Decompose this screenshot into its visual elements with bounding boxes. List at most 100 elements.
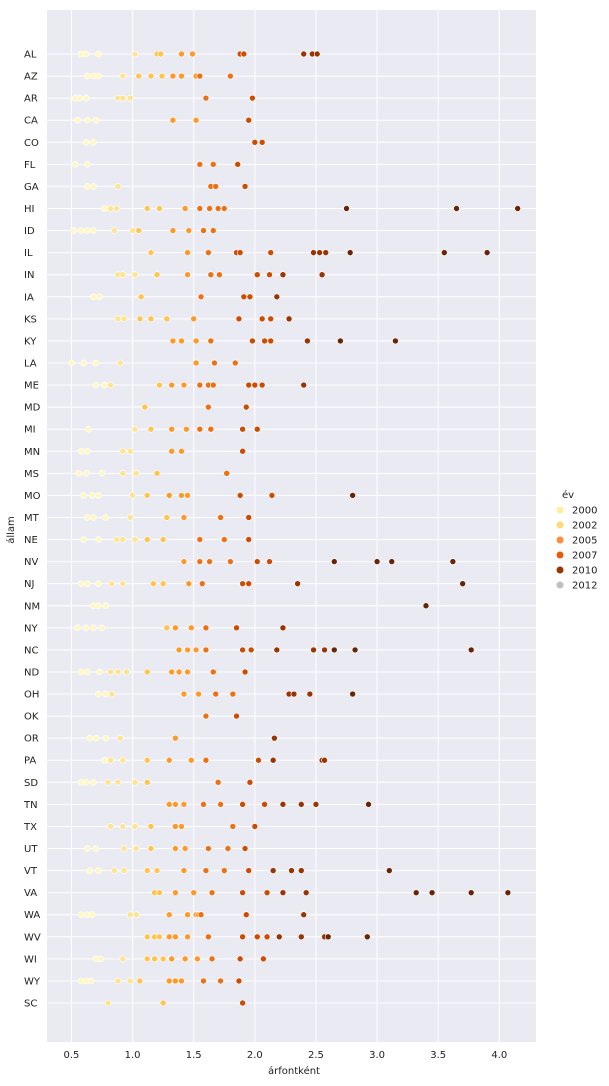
data-point — [143, 867, 151, 874]
data-point — [90, 293, 97, 301]
data-point — [263, 933, 271, 941]
data-point — [206, 558, 213, 565]
data-point — [178, 337, 185, 345]
data-point — [184, 271, 191, 279]
data-point — [467, 646, 475, 654]
legend-marker — [556, 536, 564, 544]
data-point — [304, 337, 311, 345]
data-point — [150, 580, 157, 587]
data-point — [187, 624, 195, 632]
data-point — [82, 779, 90, 786]
data-point — [249, 337, 256, 345]
y-tick-label: NV — [24, 557, 38, 568]
data-point — [196, 205, 204, 212]
data-point — [156, 933, 163, 941]
data-point — [227, 558, 234, 565]
data-point — [156, 205, 163, 212]
data-point — [297, 933, 305, 941]
data-point — [95, 867, 102, 874]
data-point — [258, 315, 266, 323]
data-point — [165, 756, 173, 764]
data-point — [90, 227, 97, 234]
data-point — [143, 955, 151, 963]
y-tick-label: MD — [24, 403, 41, 414]
data-point — [82, 94, 90, 102]
data-point — [290, 690, 298, 698]
data-point — [242, 911, 250, 919]
data-point — [449, 558, 457, 565]
data-point — [504, 889, 512, 896]
data-point — [220, 867, 228, 874]
data-point — [385, 867, 393, 874]
y-tick-label: PA — [24, 756, 36, 767]
data-point — [241, 183, 249, 190]
data-point — [168, 447, 175, 455]
data-point — [95, 50, 102, 58]
data-point — [180, 801, 188, 808]
data-point — [165, 492, 173, 499]
data-point — [428, 889, 436, 896]
data-point — [120, 845, 128, 852]
legend-label: 2000 — [572, 506, 597, 517]
data-point — [245, 514, 253, 521]
data-point — [181, 955, 189, 963]
data-point — [153, 470, 161, 477]
data-point — [388, 558, 396, 565]
data-point — [310, 249, 317, 256]
x-tick-label: 4.0 — [491, 1050, 507, 1061]
y-tick-labels: AL AZ AR CA CO FL GA HI ID IL IN IA KS KY LA ME MD MI MN MS… — [23, 50, 41, 1010]
data-point — [253, 425, 261, 433]
data-point — [217, 977, 224, 985]
data-point — [84, 514, 91, 521]
data-point — [180, 690, 188, 698]
data-point — [235, 977, 243, 985]
data-point — [153, 867, 161, 874]
data-point — [258, 138, 266, 146]
data-point — [84, 116, 91, 124]
data-point — [239, 889, 246, 896]
data-point — [86, 867, 94, 874]
data-point — [412, 889, 420, 896]
data-point — [84, 668, 91, 676]
data-point — [190, 889, 197, 896]
data-point — [245, 867, 253, 874]
data-point — [126, 977, 134, 985]
data-point — [196, 536, 204, 543]
data-point — [180, 381, 188, 389]
data-point — [318, 271, 326, 279]
data-point — [261, 337, 268, 345]
data-point — [467, 889, 475, 896]
data-point — [184, 646, 191, 654]
data-point — [102, 690, 109, 698]
y-tick-label: NJ — [24, 579, 34, 590]
data-point — [117, 734, 124, 742]
data-point — [92, 116, 100, 124]
data-point — [88, 492, 96, 499]
data-point — [143, 756, 151, 764]
data-point — [132, 845, 140, 852]
data-point — [90, 138, 97, 146]
data-point — [206, 205, 213, 212]
data-point — [294, 580, 301, 587]
data-point — [346, 249, 354, 256]
data-point — [117, 359, 124, 367]
data-point — [104, 999, 112, 1007]
y-tick-label: MT — [24, 513, 40, 524]
data-point — [169, 227, 177, 234]
data-point — [271, 734, 278, 742]
y-tick-label: ND — [24, 667, 39, 678]
data-point — [74, 116, 81, 124]
data-point — [239, 933, 246, 941]
data-point — [102, 514, 109, 521]
data-point — [261, 801, 268, 808]
data-point — [90, 183, 97, 190]
data-point — [240, 293, 248, 301]
data-point — [190, 315, 197, 323]
data-point — [168, 381, 175, 389]
data-point — [202, 756, 210, 764]
data-point — [169, 337, 177, 345]
y-tick-label: CA — [24, 116, 38, 127]
y-tick-label: AR — [24, 94, 38, 105]
data-point — [242, 403, 250, 411]
